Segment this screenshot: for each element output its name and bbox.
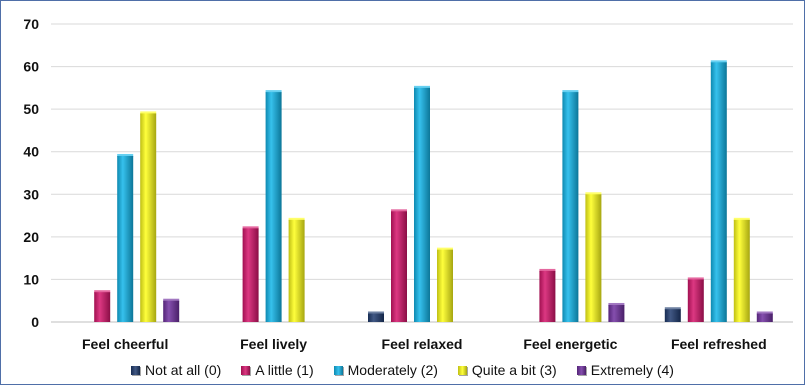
bar	[288, 219, 305, 322]
bar-cap	[437, 247, 453, 251]
legend-label-not-at-all: Not at all (0)	[145, 362, 222, 378]
bar	[539, 270, 556, 322]
bar	[140, 113, 157, 323]
legend-swatch-moderately	[333, 365, 343, 375]
y-tick-label: 20	[23, 229, 39, 245]
x-tick-label: Feel energetic	[523, 336, 617, 352]
y-tick-label: 30	[23, 186, 39, 202]
legend-item-not-at-all: Not at all (0)	[131, 362, 221, 378]
bar	[391, 211, 407, 322]
y-tick-label: 60	[23, 59, 39, 75]
bar	[608, 304, 625, 322]
bar-cap	[562, 90, 579, 94]
bar	[117, 155, 134, 322]
legend-item-quite-a-bit: Quite a bit (3)	[457, 362, 557, 378]
bar-cap	[733, 217, 750, 221]
bar-cap	[140, 111, 157, 115]
bar-cap	[265, 90, 282, 94]
bar	[562, 92, 579, 322]
legend-swatch-a-little	[241, 365, 251, 375]
bar	[437, 249, 453, 322]
x-tick-label: Feel cheerful	[82, 336, 168, 352]
bar	[756, 313, 773, 322]
legend-swatch-not-at-all	[131, 365, 141, 375]
legend-label-extremely: Extremely (4)	[590, 362, 674, 378]
bar-cap	[664, 307, 681, 311]
bar-cap	[687, 277, 704, 281]
bar-cap	[94, 290, 111, 294]
x-tick-label: Feel lively	[240, 336, 307, 352]
bar	[94, 292, 111, 322]
bar	[414, 87, 430, 322]
legend-label-a-little: A little (1)	[255, 362, 314, 378]
bar-cap	[710, 60, 727, 64]
bar	[710, 62, 727, 323]
bar	[163, 300, 180, 322]
bar-cap	[608, 302, 625, 306]
bar	[585, 194, 602, 322]
bar-cap	[414, 85, 430, 89]
bar-cap	[368, 311, 384, 315]
x-tick-label: Feel relaxed	[382, 336, 463, 352]
bar-cap	[288, 217, 305, 221]
legend-item-a-little: A little (1)	[241, 362, 314, 378]
bar-cap	[163, 298, 180, 302]
bar-cap	[756, 311, 773, 315]
bar	[733, 219, 750, 322]
y-tick-label: 10	[23, 271, 39, 287]
legend-item-moderately: Moderately (2)	[333, 362, 438, 378]
legend-label-moderately: Moderately (2)	[347, 362, 438, 378]
legend-item-extremely: Extremely (4)	[576, 362, 674, 378]
bar	[368, 313, 384, 322]
y-tick-label: 40	[23, 144, 39, 160]
bar	[664, 309, 681, 322]
legend-label-quite-a-bit: Quite a bit (3)	[471, 362, 557, 378]
bar-cap	[539, 268, 556, 272]
bar-cap	[585, 192, 602, 196]
legend-swatch-quite-a-bit	[457, 365, 467, 375]
y-tick-label: 50	[23, 101, 39, 117]
bar-cap	[391, 209, 407, 213]
legend-swatch-extremely	[576, 365, 586, 375]
legend: Not at all (0) A little (1) Moderately (…	[1, 359, 804, 381]
x-tick-label: Feel refreshed	[671, 336, 767, 352]
bar-cap	[242, 226, 259, 230]
bar-cap	[117, 153, 134, 157]
bar	[687, 279, 704, 322]
bar	[242, 228, 259, 322]
y-tick-label: 70	[23, 16, 39, 32]
y-tick-label: 0	[31, 314, 39, 330]
bar	[265, 92, 282, 322]
